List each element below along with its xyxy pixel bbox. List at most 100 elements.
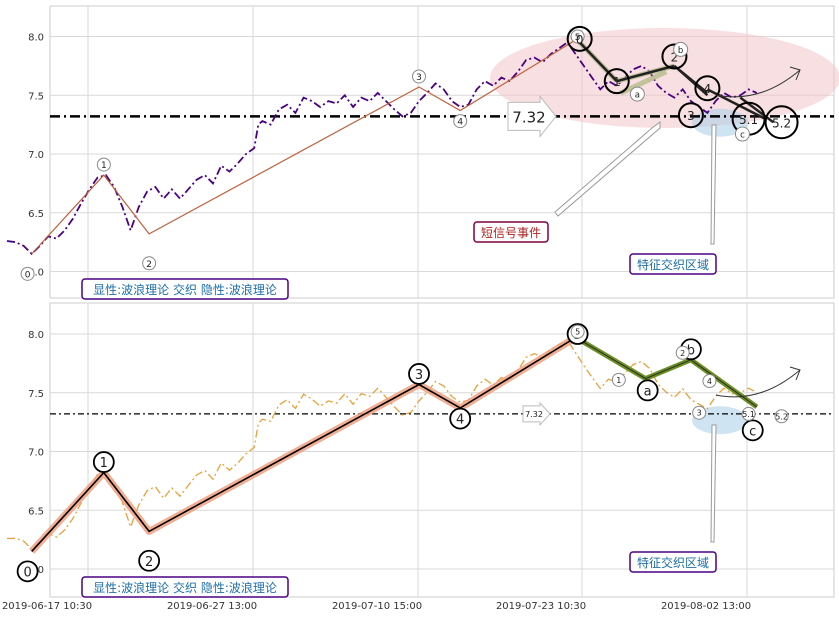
small-label: 1 [616,376,621,385]
small-label: 5.1 [742,410,755,419]
pattern-circle [677,102,704,129]
plot-frame [49,302,835,598]
correction-label: c [749,424,756,439]
x-tick-label: 2019-08-02 13:00 [661,601,751,612]
pattern-segment [677,68,709,94]
x-tick-label: 2019-06-27 13:00 [167,601,257,612]
y-tick-label: 8.0 [28,330,44,341]
small-label: 5 [575,328,580,337]
pattern-label: a [635,91,640,101]
wave-label-circle [20,266,35,281]
wave-label: 1 [100,456,108,471]
projection-curve [715,69,801,98]
pattern-label: 5.1 [739,113,758,127]
wave-label-circle [408,363,430,385]
pattern-label: 0 [576,33,584,47]
panel-bottom: 6.06.57.07.58.0012345abc512345.15.27.32特… [6,302,835,598]
pattern-circle [694,75,721,102]
zone-pointer-arrow [710,124,717,245]
wave-label: 3 [416,73,422,83]
pattern-label: c [740,131,745,141]
wave-label-circle [142,256,157,271]
zone-annotation-box [629,551,717,573]
pattern-circle [734,126,750,142]
projection-curve [715,369,801,398]
wave-label: 2 [145,555,153,570]
wave-label-circle [138,549,161,572]
wave-label-circle [412,69,426,84]
pattern-segment [616,64,675,83]
small-label: 4 [707,377,712,386]
pattern-label: 4 [704,82,712,96]
wave-label: 4 [456,413,464,428]
level-value-label: 7.32 [512,108,545,126]
zone-pointer-arrow [710,424,717,543]
pattern-circle [673,41,689,57]
pattern-circle [629,86,645,102]
x-tick-label: 2019-07-23 10:30 [496,601,586,612]
legend-box [81,576,289,598]
y-tick-label: 8.0 [28,33,44,44]
small-label-circle [702,374,717,388]
event-pointer-arrow [554,121,661,217]
wave-label-circle [570,29,585,44]
y-tick-label: 7.0 [28,150,44,161]
pattern-circle [603,68,630,95]
pattern-label: 1 [613,75,621,89]
event-annotation-text: 短信号事件 [481,226,541,240]
y-tick-label: 6.5 [28,506,44,517]
wave-label: 4 [457,118,463,128]
pattern-circle [566,25,593,52]
correction-label: a [644,384,652,399]
y-tick-label: 7.5 [28,389,44,400]
wave-label-circle [96,157,111,172]
wave-label: 2 [146,260,152,270]
small-label: 2 [680,349,685,358]
wave-label-circle [16,560,39,583]
pattern-label: 5.2 [772,116,791,130]
y-tick-label: 6.0 [28,268,44,279]
wave-line [31,39,576,255]
small-label-circle [741,406,756,421]
small-label-circle [692,405,707,420]
y-tick-label: 7.5 [28,91,44,102]
y-tick-label: 7.0 [28,448,44,459]
wave-label-circle [449,407,472,430]
wave-label-circle [453,114,468,129]
pattern-circle [764,105,799,140]
pattern-label: b [678,46,683,56]
pattern-circle [661,43,688,70]
small-label: 5.2 [775,412,788,421]
wave-label: 3 [415,368,423,383]
wave-label: 1 [101,161,107,171]
pattern-label: 3 [687,109,695,123]
pattern-label: 2 [671,50,679,64]
wave-line [31,336,577,552]
x-tick-label: 2019-06-17 10:30 [2,601,92,612]
small-label: 3 [697,409,702,418]
zone-annotation-box [629,253,717,275]
zone-annotation-text: 特征交织区域 [637,257,709,272]
small-label-circle [774,409,789,424]
small-label-circle [675,345,690,360]
correction-line [575,337,758,408]
event-annotation-box [473,221,549,243]
correction-label-circle [741,419,764,442]
wave-label: 0 [23,565,31,580]
level-value-label: 7.32 [525,410,543,419]
projection-arrowhead [789,366,801,381]
wave-label: 0 [25,270,31,280]
price-series-line [6,41,758,256]
x-tick-label: 2019-07-10 15:00 [332,601,422,612]
correction-label: b [687,343,695,358]
wave-label-circle [92,451,115,473]
small-label-circle [570,324,585,339]
legend-text: 显性:波浪理论 交织 隐性:波浪理论 [93,580,277,595]
small-label-circle [611,372,626,387]
legend-text: 显性:波浪理论 交织 隐性:波浪理论 [93,282,277,297]
ghost-segment [619,69,668,96]
level-value-arrow [507,94,557,138]
